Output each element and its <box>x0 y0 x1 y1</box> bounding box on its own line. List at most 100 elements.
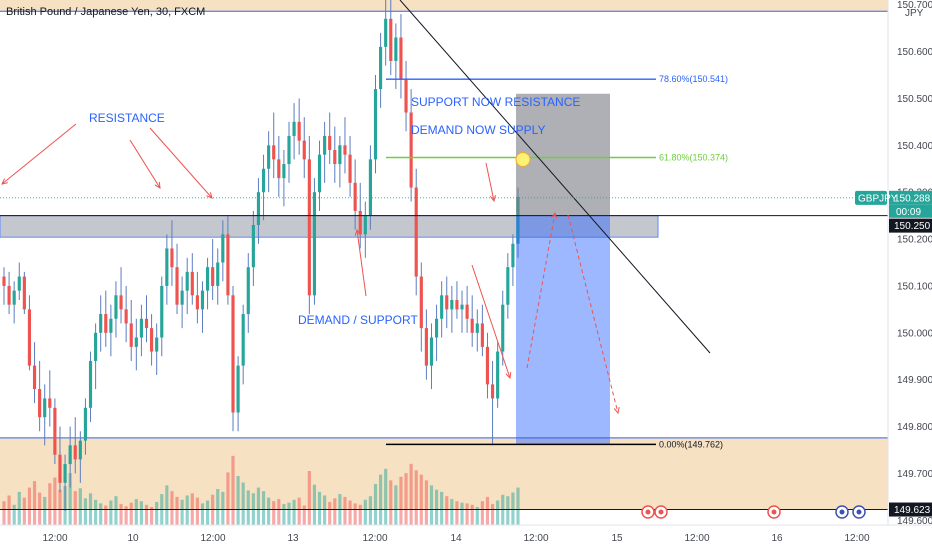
candle[interactable] <box>114 295 118 319</box>
candle[interactable] <box>404 79 408 113</box>
candle[interactable] <box>470 318 474 333</box>
candle[interactable] <box>511 243 515 268</box>
candle[interactable] <box>353 182 357 211</box>
candle[interactable] <box>200 290 205 310</box>
candle[interactable] <box>348 154 352 183</box>
candle[interactable] <box>88 360 93 408</box>
candle[interactable] <box>17 276 21 291</box>
candle[interactable] <box>307 159 311 296</box>
candle[interactable] <box>144 318 149 329</box>
candle[interactable] <box>7 285 11 305</box>
candle[interactable] <box>419 276 423 329</box>
candle[interactable] <box>277 159 281 179</box>
candle[interactable] <box>475 323 479 333</box>
candle[interactable] <box>78 440 82 460</box>
candle[interactable] <box>267 145 271 169</box>
time-axis[interactable] <box>0 525 932 550</box>
candle[interactable] <box>485 346 490 385</box>
candle[interactable] <box>124 309 128 324</box>
candle[interactable] <box>490 384 495 399</box>
candle[interactable] <box>312 192 317 296</box>
candle[interactable] <box>434 318 439 338</box>
candle[interactable] <box>236 365 240 413</box>
candle[interactable] <box>99 314 103 333</box>
candle[interactable] <box>358 210 362 235</box>
candle[interactable] <box>373 89 378 160</box>
candle[interactable] <box>150 328 154 352</box>
candle[interactable] <box>450 300 454 310</box>
candle[interactable] <box>160 285 164 338</box>
candle[interactable] <box>261 168 266 193</box>
candle[interactable] <box>409 112 413 188</box>
candle[interactable] <box>139 318 143 338</box>
candle[interactable] <box>516 196 520 244</box>
candle[interactable] <box>2 276 6 286</box>
candle[interactable] <box>317 154 322 193</box>
candle[interactable] <box>190 271 194 296</box>
candle[interactable] <box>170 248 174 268</box>
candle[interactable] <box>501 304 505 352</box>
candle[interactable] <box>27 309 32 366</box>
candle[interactable] <box>104 314 108 333</box>
candle[interactable] <box>195 295 199 310</box>
candle[interactable] <box>379 46 383 90</box>
candle[interactable] <box>43 398 47 418</box>
candle[interactable] <box>109 318 113 333</box>
trendline[interactable] <box>399 0 711 354</box>
candle[interactable] <box>282 164 286 179</box>
candle[interactable] <box>175 267 179 305</box>
candle[interactable] <box>226 234 230 296</box>
candle[interactable] <box>211 267 215 286</box>
candle[interactable] <box>155 337 159 352</box>
candle[interactable] <box>292 121 296 136</box>
candle[interactable] <box>251 225 255 268</box>
candle[interactable] <box>272 145 276 160</box>
candle[interactable] <box>440 295 444 319</box>
candle[interactable] <box>53 407 57 455</box>
candle[interactable] <box>399 37 403 80</box>
candle[interactable] <box>12 290 16 305</box>
candle[interactable] <box>256 192 261 225</box>
candle[interactable] <box>246 267 250 315</box>
candle[interactable] <box>414 187 418 277</box>
candle[interactable] <box>363 215 367 235</box>
candle[interactable] <box>231 295 235 413</box>
candle[interactable] <box>343 145 347 155</box>
candle[interactable] <box>389 18 393 61</box>
candle[interactable] <box>185 271 189 291</box>
candle[interactable] <box>134 337 138 347</box>
candle[interactable] <box>460 304 464 310</box>
candle[interactable] <box>205 267 210 291</box>
candle[interactable] <box>323 135 327 155</box>
candle[interactable] <box>424 328 428 366</box>
candle[interactable] <box>333 150 337 165</box>
candle[interactable] <box>165 248 169 286</box>
candle[interactable] <box>68 445 72 465</box>
candle[interactable] <box>119 295 123 310</box>
candle[interactable] <box>455 300 459 310</box>
candle[interactable] <box>328 135 332 150</box>
candle[interactable] <box>221 234 225 263</box>
candle[interactable] <box>302 140 306 160</box>
candle[interactable] <box>465 304 469 319</box>
candle[interactable] <box>445 295 449 310</box>
price-axis[interactable] <box>888 0 932 550</box>
candle[interactable] <box>94 332 98 361</box>
candle[interactable] <box>368 159 372 216</box>
candle[interactable] <box>38 389 42 418</box>
candle[interactable] <box>63 464 67 483</box>
candle[interactable] <box>216 262 220 286</box>
candle[interactable] <box>384 18 388 47</box>
candle[interactable] <box>129 323 133 347</box>
candle[interactable] <box>180 290 184 305</box>
candle[interactable] <box>287 135 291 165</box>
candle[interactable] <box>73 445 77 460</box>
candle[interactable] <box>22 276 26 310</box>
candle[interactable] <box>48 398 52 408</box>
candle[interactable] <box>496 351 500 399</box>
candle[interactable] <box>58 454 62 483</box>
candle[interactable] <box>338 145 342 165</box>
candle[interactable] <box>429 337 434 366</box>
